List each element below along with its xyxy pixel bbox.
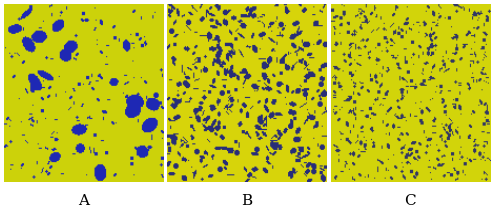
Text: A: A bbox=[78, 194, 89, 208]
Text: C: C bbox=[405, 194, 416, 208]
Text: B: B bbox=[242, 194, 252, 208]
